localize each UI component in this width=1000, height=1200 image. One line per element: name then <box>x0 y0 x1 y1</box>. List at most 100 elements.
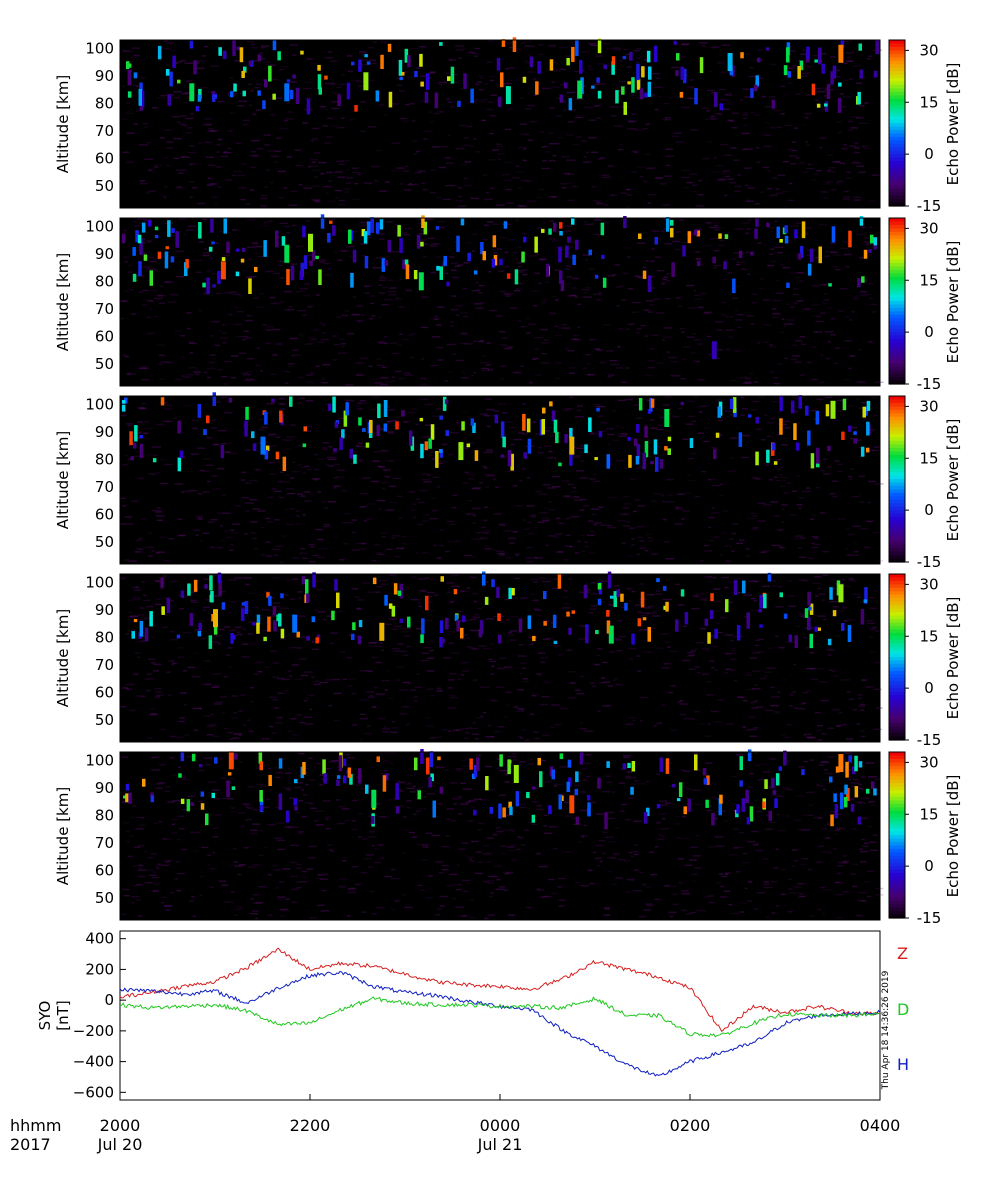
noise-speck <box>577 326 581 328</box>
echo-speck <box>315 637 319 644</box>
noise-speck <box>485 475 495 477</box>
noise-speck <box>320 338 329 341</box>
echo-speck <box>248 60 253 66</box>
echo-speck <box>388 603 393 609</box>
noise-speck <box>406 587 410 589</box>
noise-speck <box>233 712 238 714</box>
noise-speck <box>392 170 402 172</box>
echo-speck <box>286 269 290 286</box>
noise-speck <box>448 673 457 675</box>
noise-speck <box>347 685 353 687</box>
noise-speck <box>135 110 141 112</box>
colorbar-segment <box>889 304 905 309</box>
noise-speck <box>388 618 397 620</box>
noise-speck <box>817 418 823 420</box>
echo-speck <box>140 90 145 107</box>
noise-speck <box>189 900 195 902</box>
colorbar-segment <box>889 527 905 532</box>
noise-speck <box>245 819 252 821</box>
echo-speck <box>300 50 304 55</box>
noise-speck <box>821 551 830 553</box>
noise-speck <box>304 671 314 673</box>
colorbar-segment <box>889 726 905 731</box>
noise-speck <box>205 123 212 125</box>
echo-speck <box>320 214 325 229</box>
noise-speck <box>823 197 828 199</box>
noise-speck <box>607 374 615 376</box>
noise-speck <box>446 592 451 594</box>
noise-speck <box>569 682 576 684</box>
noise-speck <box>279 496 285 499</box>
noise-speck <box>498 615 505 618</box>
noise-speck <box>872 531 880 534</box>
noise-speck <box>796 504 803 506</box>
noise-speck <box>802 171 809 174</box>
noise-speck <box>608 496 618 499</box>
noise-speck <box>532 581 538 583</box>
noise-speck <box>308 845 318 848</box>
noise-speck <box>624 467 628 469</box>
noise-speck <box>155 423 165 426</box>
noise-speck <box>631 590 636 593</box>
noise-speck <box>648 287 656 289</box>
noise-speck <box>588 68 594 71</box>
noise-speck <box>836 399 845 402</box>
noise-speck <box>522 403 526 405</box>
noise-speck <box>480 367 489 370</box>
noise-speck <box>818 381 825 384</box>
noise-speck <box>597 104 602 107</box>
echo-speck <box>277 51 281 61</box>
echo-speck <box>797 66 801 79</box>
noise-speck <box>859 291 868 293</box>
echo-speck <box>857 91 861 105</box>
echo-speck <box>566 611 570 617</box>
noise-speck <box>370 767 374 769</box>
echo-speck <box>759 624 763 628</box>
noise-speck <box>491 249 496 251</box>
noise-speck <box>852 196 862 198</box>
noise-speck <box>863 147 870 149</box>
noise-speck <box>228 666 232 668</box>
noise-speck <box>709 238 719 240</box>
noise-speck <box>646 594 655 596</box>
noise-speck <box>164 40 169 42</box>
noise-speck <box>328 446 333 448</box>
noise-speck <box>644 651 653 654</box>
echo-speck <box>401 72 405 76</box>
noise-speck <box>518 836 525 839</box>
noise-speck <box>309 708 313 710</box>
noise-speck <box>609 359 618 362</box>
noise-speck <box>419 786 426 788</box>
noise-speck <box>599 361 607 364</box>
noise-speck <box>769 194 778 196</box>
noise-speck <box>483 224 489 226</box>
noise-speck <box>872 834 878 836</box>
noise-speck <box>525 133 529 136</box>
noise-speck <box>479 339 485 342</box>
noise-speck <box>258 428 264 431</box>
echo-speck <box>144 627 149 642</box>
noise-speck <box>430 451 437 453</box>
noise-speck <box>252 60 258 62</box>
noise-speck <box>120 414 127 417</box>
noise-speck <box>272 676 280 678</box>
noise-speck <box>272 732 277 734</box>
echo-speck <box>559 94 564 103</box>
noise-speck <box>337 176 346 178</box>
echo-speck <box>811 83 816 96</box>
noise-speck <box>485 736 495 738</box>
noise-speck <box>590 608 597 610</box>
echo-speck <box>232 634 236 640</box>
echo-speck <box>809 633 813 649</box>
noise-speck <box>682 510 691 512</box>
noise-speck <box>514 553 520 555</box>
noise-speck <box>292 646 298 649</box>
echo-speck <box>397 590 402 596</box>
echo-speck <box>779 418 783 435</box>
echo-speck <box>628 454 632 468</box>
noise-speck <box>750 111 755 114</box>
noise-speck <box>835 725 840 727</box>
noise-speck <box>238 295 243 297</box>
noise-speck <box>436 196 442 199</box>
echo-speck <box>138 261 142 277</box>
